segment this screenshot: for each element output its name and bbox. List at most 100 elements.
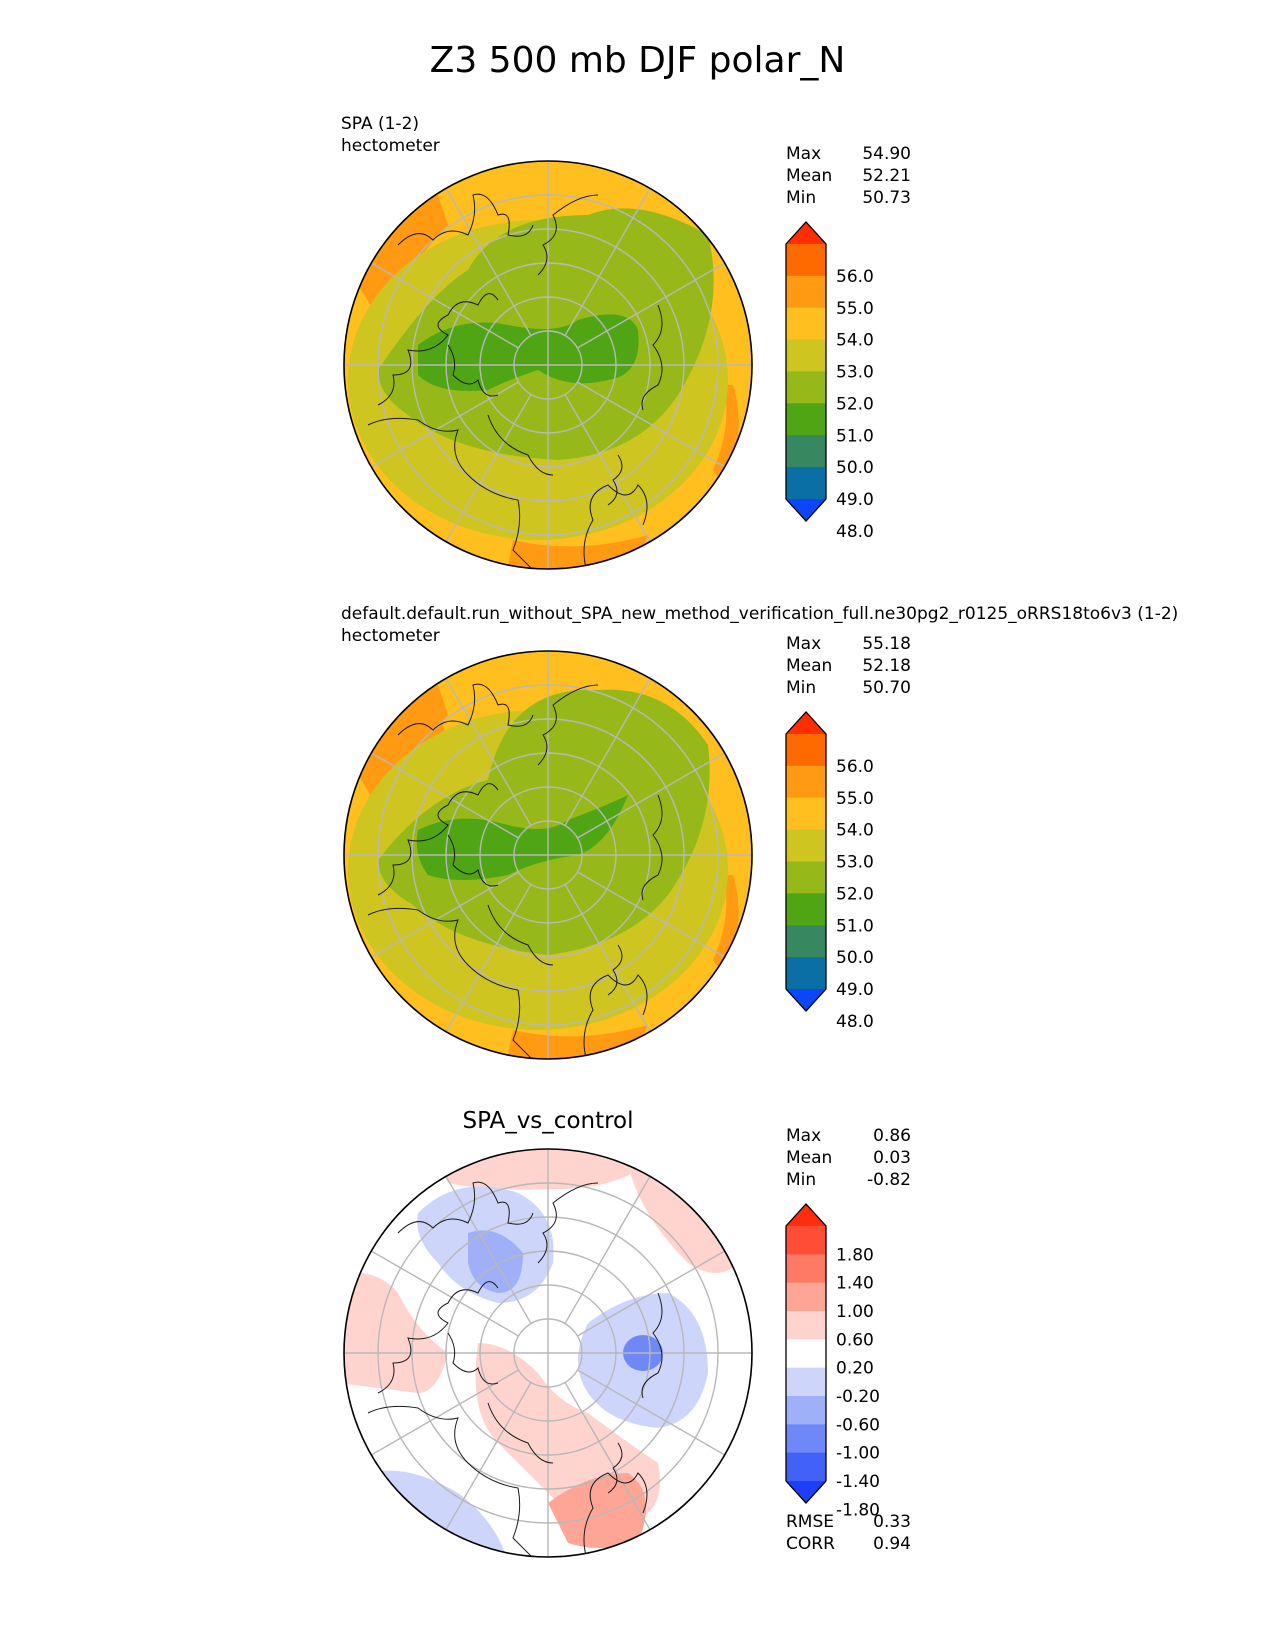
- coastlines: [367, 683, 663, 1059]
- panel1-stat-mean: Mean 52.21: [786, 166, 911, 186]
- panel1-colorbar-color-band: [786, 371, 826, 404]
- panel1-colorbar-tick-label: 53.0: [836, 363, 874, 383]
- panel3-polar-map: [343, 1148, 753, 1558]
- panel3-colorbar-tick-label: 0.20: [836, 1359, 874, 1379]
- panel2-colorbar-extend-top: [786, 712, 826, 734]
- diff-positive-west: [344, 1272, 448, 1393]
- panel2-colorbar-tick-label: 50.0: [836, 948, 874, 968]
- panel2-colorbar-tick-label: 49.0: [836, 980, 874, 1000]
- coastline-segment: [367, 1405, 519, 1489]
- panel3-colorbar-tick-label: -0.60: [836, 1415, 880, 1435]
- panel1-colorbar-color-band: [786, 244, 826, 277]
- panel2-colorbar-color-band: [786, 957, 826, 990]
- coastlines: [367, 1181, 663, 1557]
- panel2-colorbar-tick-label: 55.0: [836, 789, 874, 809]
- panel1-colorbar-extend-bottom: [786, 499, 826, 521]
- panel3-colorbar-color-band: [786, 1226, 826, 1255]
- panel3-colorbar-tick-label: 1.40: [836, 1274, 874, 1294]
- panel3-colorbar-extend-bottom: [786, 1481, 826, 1503]
- panel2-colorbar-tick-label: 54.0: [836, 821, 874, 841]
- panel2-colorbar-color-band: [786, 765, 826, 799]
- graticule: [344, 161, 752, 569]
- panel2-colorbar-tick-label: 52.0: [836, 884, 874, 904]
- panel3-colorbar-tick-label: -0.20: [836, 1387, 880, 1407]
- figure-title: Z3 500 mb DJF polar_N: [429, 40, 846, 81]
- panel3-colorbar-tick-label: -1.40: [836, 1472, 880, 1492]
- panel3-stats: Max 0.86 Mean 0.03 Min -0.82: [786, 1125, 911, 1191]
- panel2-colorbar-color-band: [786, 861, 826, 894]
- panel1-colorbar-tick-label: 52.0: [836, 394, 874, 414]
- map-boundary: [343, 1148, 753, 1558]
- panel1-polar-map: [343, 160, 753, 570]
- map-boundary: [343, 650, 753, 1060]
- panel2-colorbar-extend-bottom: [786, 989, 826, 1011]
- graticule: [344, 651, 752, 1059]
- panel3-colorbar-color-band: [786, 1396, 826, 1425]
- panel2-colorbar-tick-label: 51.0: [836, 916, 874, 936]
- graticule: [344, 1149, 752, 1557]
- coastline-segment: [447, 834, 499, 887]
- panel2-colorbar-color-band: [786, 797, 826, 831]
- panel1-colorbar-tick-label: 56.0: [836, 267, 874, 287]
- contour-fill-inner: [378, 689, 710, 955]
- coastline-segment: [607, 1442, 623, 1494]
- panel2-stat-min: Min 50.70: [786, 678, 911, 698]
- panel2-polar-map: [343, 650, 753, 1060]
- panel3-colorbar-color-band: [786, 1282, 826, 1312]
- panel1-colorbar-color-band: [786, 307, 826, 341]
- coastline-segment: [447, 1332, 499, 1385]
- diff-positive-south-core: [548, 1473, 646, 1548]
- coastline-segment: [641, 1292, 663, 1399]
- panel1-colorbar-outline: [785, 221, 827, 522]
- panel3-stat-corr: CORR 0.94: [786, 1534, 911, 1554]
- coastline-segment: [537, 194, 599, 276]
- panel2-label: default.default.run_without_SPA_new_meth…: [341, 603, 1178, 647]
- coastline-segment: [377, 1281, 499, 1394]
- panel2-colorbar: 56.0 55.0 54.0 53.0 52.0 51.0 50.0 49.0 48.0: [785, 711, 874, 1032]
- coastline-segment: [641, 794, 663, 901]
- panel1-colorbar: 56.0 55.0 54.0 53.0 52.0 51.0 50.0 49.0 48.0: [785, 221, 874, 542]
- panel2-case-name: default.default.run_without_SPA_new_meth…: [341, 604, 1179, 624]
- panel2-colorbar-color-band: [786, 734, 826, 767]
- coastline-segment: [377, 783, 499, 896]
- panel1-stat-max: Max 54.90: [786, 144, 911, 164]
- panel2-colorbar-tick-label: 48.0: [836, 1012, 874, 1032]
- panel1-colorbar-tick-label: 48.0: [836, 522, 874, 542]
- panel2-colorbar-outline: [785, 711, 827, 1012]
- coastline-segment: [537, 684, 599, 766]
- panel1-colorbar-color-band: [786, 435, 826, 468]
- coastline-segment: [607, 944, 623, 996]
- panel1-colorbar-color-band: [786, 275, 826, 309]
- panel3-colorbar-extend-top: [786, 1204, 826, 1226]
- panel3-stat-mean: Mean 0.03: [786, 1148, 911, 1168]
- panel2-stat-max: Max 55.18: [786, 634, 911, 654]
- coastline-segment: [583, 1472, 648, 1557]
- panel1-label: SPA (1-2) hectometer: [341, 113, 440, 157]
- panel2-colorbar-color-band: [786, 893, 826, 926]
- contour-fill-core: [416, 795, 628, 880]
- panel2-colorbar-color-band: [786, 925, 826, 958]
- coastline-segment: [397, 683, 534, 736]
- panel1-colorbar-tick-label: 51.0: [836, 426, 874, 446]
- panel3-colorbar-tick-label: 1.80: [836, 1245, 874, 1265]
- panel1-colorbar-tick-label: 49.0: [836, 490, 874, 510]
- panel2-stats: Max 55.18 Mean 52.18 Min 50.70: [786, 633, 911, 699]
- coastline-segment: [487, 414, 554, 476]
- contour-fill-core: [418, 314, 639, 391]
- coastline-segment: [377, 293, 499, 406]
- coastline-segment: [397, 193, 534, 246]
- panel1-colorbar-color-band: [786, 403, 826, 436]
- panel3-title: SPA_vs_control: [462, 1108, 634, 1134]
- panel3-colorbar: 1.80 1.40 1.00 0.60 0.20 -0.20 -0.60 -1.00 -1.40…: [785, 1203, 880, 1520]
- panel1-colorbar-color-band: [786, 339, 826, 372]
- coastline-segment: [487, 904, 554, 966]
- panel3-colorbar-color-band: [786, 1339, 826, 1369]
- coastline-segment: [583, 974, 648, 1059]
- panel2-units: hectometer: [341, 626, 440, 646]
- coastline-segment: [367, 907, 519, 991]
- panel1-colorbar-tick-label: 55.0: [836, 299, 874, 319]
- map-boundary: [343, 160, 753, 570]
- coastlines: [367, 193, 663, 569]
- diff-positive-ne: [628, 1163, 738, 1273]
- coastline-segment: [367, 417, 519, 501]
